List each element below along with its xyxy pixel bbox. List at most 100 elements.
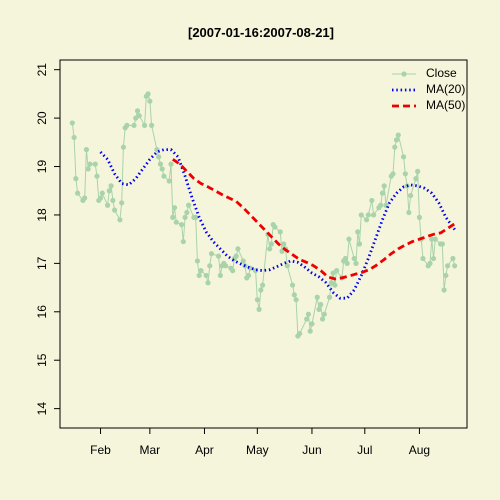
close-point bbox=[245, 272, 252, 279]
close-point bbox=[194, 258, 201, 264]
close-point bbox=[344, 260, 350, 266]
close-point bbox=[420, 255, 426, 262]
close-point bbox=[284, 263, 290, 269]
close-point bbox=[309, 321, 315, 327]
y-tick-label: 14 bbox=[35, 402, 49, 416]
y-tick-label: 18 bbox=[35, 208, 49, 222]
series-ma-50 bbox=[172, 158, 456, 281]
close-point bbox=[321, 311, 327, 317]
close-point bbox=[432, 236, 438, 242]
series-ma-20 bbox=[99, 148, 456, 300]
close-point bbox=[217, 272, 223, 279]
close-point bbox=[390, 171, 396, 177]
ma50-line bbox=[172, 158, 456, 281]
close-point bbox=[406, 209, 412, 216]
close-point bbox=[156, 154, 162, 160]
close-point bbox=[69, 120, 75, 126]
close-point bbox=[443, 272, 449, 279]
close-point bbox=[452, 263, 458, 269]
close-point bbox=[319, 316, 326, 322]
close-point bbox=[178, 222, 185, 228]
close-point bbox=[149, 122, 155, 128]
close-point bbox=[371, 212, 377, 218]
close-point bbox=[307, 328, 313, 334]
chart-title: [2007-01-16:2007-08-21] bbox=[188, 25, 334, 40]
close-point bbox=[170, 214, 176, 220]
close-point bbox=[145, 91, 151, 97]
close-point bbox=[159, 166, 165, 172]
close-point bbox=[346, 236, 352, 242]
close-point bbox=[198, 268, 204, 274]
close-point bbox=[161, 173, 167, 179]
close-point bbox=[207, 263, 213, 269]
close-point bbox=[106, 188, 112, 194]
close-point bbox=[112, 207, 118, 213]
close-point bbox=[240, 258, 246, 264]
series-close bbox=[69, 91, 458, 339]
close-point bbox=[193, 214, 199, 220]
close-point bbox=[208, 251, 215, 257]
close-point bbox=[332, 282, 338, 288]
close-point bbox=[124, 122, 130, 128]
close-point bbox=[351, 255, 357, 262]
plot-frame bbox=[59, 59, 468, 429]
close-point bbox=[180, 238, 186, 245]
y-tick-label: 15 bbox=[35, 353, 49, 367]
close-point bbox=[316, 306, 322, 312]
close-point bbox=[141, 122, 148, 128]
close-point bbox=[363, 217, 370, 223]
close-point bbox=[83, 146, 90, 153]
close-point bbox=[157, 161, 164, 167]
legend-marker-close bbox=[401, 71, 407, 77]
close-point bbox=[92, 161, 98, 167]
close-point bbox=[353, 260, 359, 266]
close-point bbox=[260, 282, 266, 288]
close-point bbox=[267, 246, 273, 252]
close-point bbox=[381, 183, 387, 189]
close-point bbox=[378, 202, 384, 208]
close-point bbox=[318, 301, 324, 308]
close-point bbox=[356, 241, 363, 247]
close-point bbox=[293, 297, 299, 303]
close-point bbox=[408, 192, 414, 199]
close-point bbox=[186, 202, 192, 208]
x-tick-label: Feb bbox=[90, 443, 111, 457]
close-point bbox=[134, 108, 141, 114]
x-axis: Feb Mar Apr May Jun Jul Aug bbox=[90, 428, 430, 457]
legend-label-ma-20: MA(20) bbox=[426, 82, 465, 96]
series-layer bbox=[69, 91, 458, 339]
close-point bbox=[289, 282, 296, 288]
close-point bbox=[268, 241, 275, 247]
close-point bbox=[402, 171, 408, 177]
x-tick-label: Mar bbox=[140, 443, 161, 457]
y-tick-label: 17 bbox=[35, 256, 49, 270]
close-point bbox=[334, 268, 340, 274]
close-point bbox=[166, 178, 172, 184]
close-point bbox=[427, 260, 433, 266]
close-point bbox=[450, 255, 456, 262]
close-point bbox=[393, 137, 400, 143]
close-point bbox=[392, 144, 398, 150]
close-point bbox=[205, 280, 211, 286]
x-tick-label: Apr bbox=[195, 443, 214, 457]
y-axis: 14 15 16 17 18 19 20 21 bbox=[35, 63, 60, 416]
close-point bbox=[104, 202, 111, 208]
close-point bbox=[256, 306, 262, 312]
close-point bbox=[119, 200, 125, 206]
close-point bbox=[87, 161, 93, 167]
x-tick-label: May bbox=[246, 443, 269, 457]
y-tick-label: 19 bbox=[35, 160, 49, 174]
close-point bbox=[254, 297, 260, 303]
close-point bbox=[297, 330, 303, 337]
close-point bbox=[203, 272, 209, 279]
close-point bbox=[182, 214, 188, 220]
close-point bbox=[430, 255, 437, 262]
close-point bbox=[235, 246, 241, 252]
close-point bbox=[184, 209, 190, 216]
close-point bbox=[215, 253, 222, 259]
y-tick-label: 16 bbox=[35, 305, 49, 319]
close-point bbox=[99, 190, 105, 196]
plot-area bbox=[59, 59, 468, 429]
